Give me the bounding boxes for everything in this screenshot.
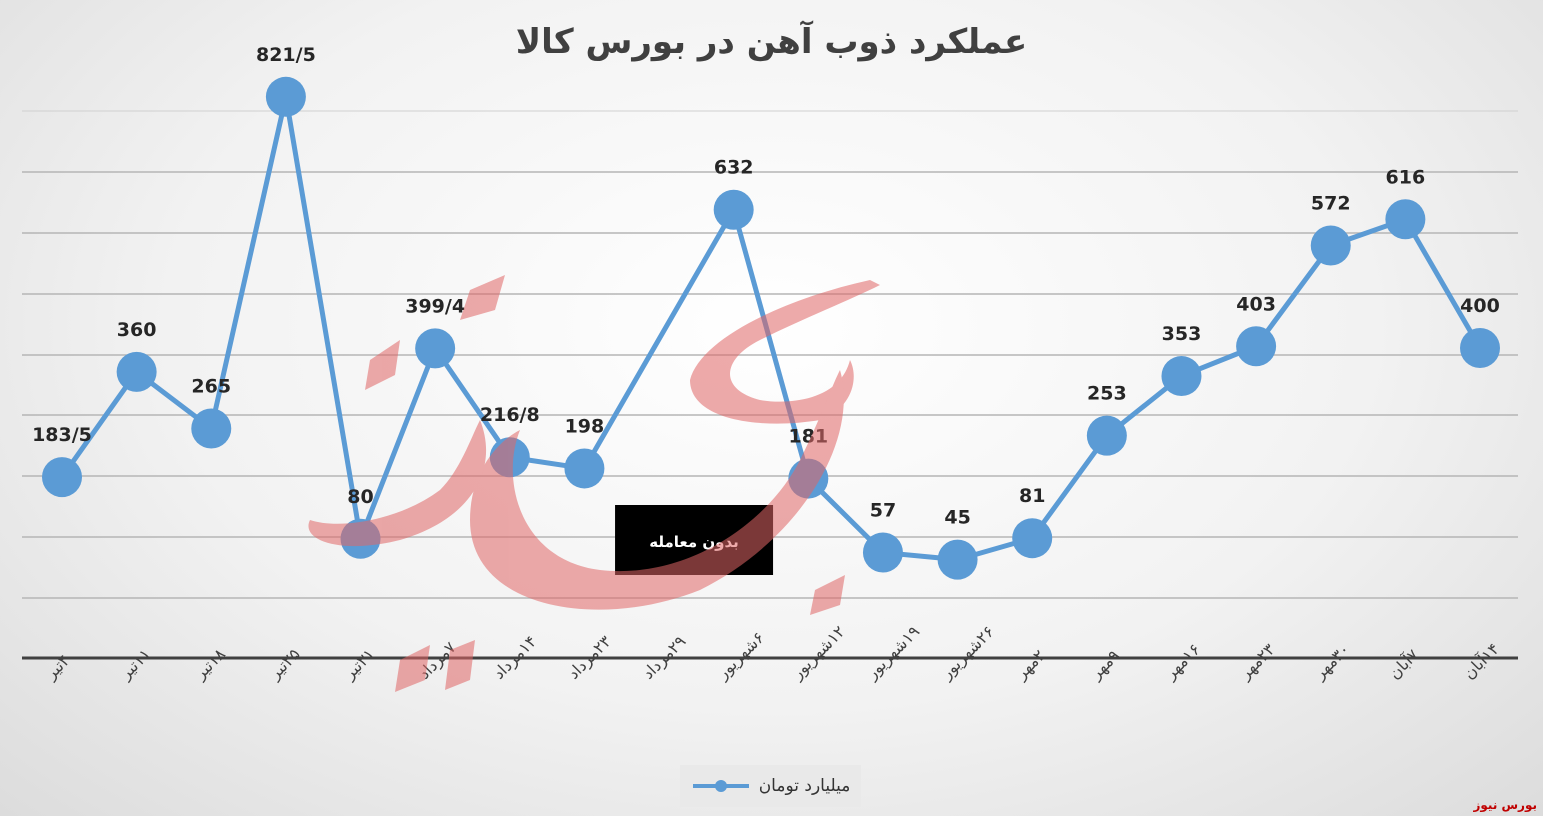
data-point: [1385, 199, 1426, 240]
x-tick-label: ۱۹شهریور: [862, 622, 924, 684]
chart-title: عملکرد ذوب آهن در بورس کالا: [515, 22, 1028, 62]
legend: میلیارد تومان: [680, 765, 861, 807]
data-label: 616: [1386, 166, 1426, 188]
x-tick-label: ۱۶مهر: [1160, 640, 1205, 685]
legend-line-swatch: [692, 780, 749, 792]
data-label: 181: [788, 426, 828, 448]
x-tick-label: ۳۰مهر: [1309, 640, 1354, 685]
data-point: [42, 457, 82, 498]
data-label: 399/4: [405, 295, 465, 317]
data-label: 403: [1236, 293, 1276, 315]
legend-label: میلیارد تومان: [758, 776, 851, 796]
data-point: [1086, 415, 1127, 456]
data-label: 198: [565, 415, 605, 437]
data-label: 183/5: [32, 424, 92, 446]
x-tick-label: ۲۶شهریور: [936, 622, 998, 684]
data-point: [415, 328, 456, 369]
data-label: 400: [1460, 295, 1500, 317]
data-point: [116, 351, 157, 392]
x-tick-label: ۶شهریور: [712, 628, 768, 684]
data-point: [340, 518, 381, 559]
data-point: [1310, 225, 1351, 266]
series-line: [59, 94, 1483, 563]
x-tick-label: ۷مرداد: [415, 638, 461, 684]
data-point: [1012, 518, 1053, 559]
data-label: 821/5: [256, 44, 316, 66]
data-point: [265, 76, 306, 117]
data-label: 57: [870, 499, 896, 521]
x-tick-label: ۲۳مهر: [1235, 639, 1280, 684]
data-point: [1460, 328, 1500, 369]
data-label: 253: [1087, 383, 1127, 405]
x-tick-label: ۱۱تیر: [115, 644, 155, 684]
data-point: [564, 448, 605, 489]
data-point: [788, 458, 829, 499]
x-tick-label: ۱۸تیر: [190, 644, 230, 684]
data-point: [1236, 326, 1277, 367]
x-tick-label: ۱۴آبان: [1459, 639, 1503, 683]
data-point: [937, 539, 978, 580]
data-point: [713, 189, 754, 230]
corner-watermark: بورس نیوز: [1473, 798, 1537, 812]
data-label: 81: [1019, 485, 1045, 507]
x-tick-label: ۲مهر: [1011, 646, 1049, 684]
x-tick-label: ۱۲شهریور: [787, 622, 849, 684]
x-tick-label: ۲۵تیر: [265, 644, 305, 684]
data-label: 45: [944, 507, 970, 529]
data-label: 572: [1311, 193, 1351, 215]
data-label: 216/8: [480, 404, 540, 426]
data-point: [862, 532, 903, 573]
data-label: 80: [347, 486, 373, 508]
data-label: 632: [714, 157, 754, 179]
x-tick-label: ۷آبان: [1385, 645, 1423, 683]
data-label: 265: [191, 376, 231, 398]
x-tick-label: ۴تیر: [41, 651, 75, 685]
x-tick-label: ۳۱تیر: [339, 644, 379, 684]
no-trade-annotation-label: بدون معامله: [649, 533, 739, 551]
data-point: [1161, 356, 1202, 397]
data-label: 360: [117, 319, 157, 341]
data-label: 353: [1162, 323, 1202, 345]
data-point: [489, 437, 530, 478]
data-point: [191, 408, 232, 449]
x-tick-label: ۹مهر: [1086, 646, 1124, 684]
